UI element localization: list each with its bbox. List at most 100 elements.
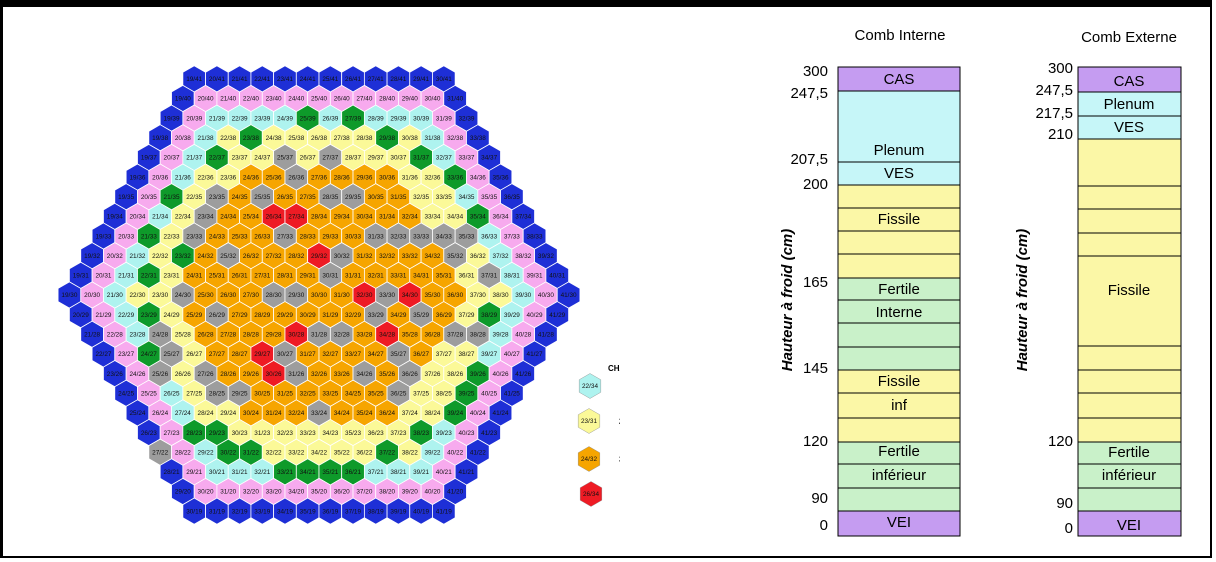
assembly-label: 23/26 bbox=[107, 371, 123, 378]
assembly-label: 32/27 bbox=[322, 351, 338, 358]
assembly-label: 33/30 bbox=[379, 292, 395, 299]
assembly-label: 35/27 bbox=[390, 351, 406, 358]
axial-zone-band bbox=[838, 278, 960, 370]
assembly-label: 27/32 bbox=[266, 253, 282, 260]
interne-zone-label: Fertile bbox=[878, 281, 920, 298]
assembly-label: 38/29 bbox=[481, 312, 497, 319]
assembly-label: 37/23 bbox=[390, 430, 406, 437]
assembly-label: 30/25 bbox=[254, 390, 270, 397]
interne-tick: 207,5 bbox=[790, 151, 828, 168]
assembly-label: 40/23 bbox=[458, 430, 474, 437]
interne-tick: 120 bbox=[803, 433, 828, 450]
legend-code: 24/32 bbox=[581, 456, 597, 463]
assembly-label: 39/29 bbox=[504, 312, 520, 319]
assembly-label: 30/31 bbox=[322, 273, 338, 280]
assembly-label: 23/28 bbox=[129, 332, 145, 339]
assembly-label: 32/38 bbox=[447, 135, 463, 142]
assembly-label: 41/23 bbox=[481, 430, 497, 437]
assembly-label: 33/26 bbox=[334, 371, 350, 378]
assembly-label: 33/27 bbox=[345, 351, 361, 358]
assembly-label: 31/25 bbox=[277, 390, 293, 397]
assembly-label: 39/32 bbox=[538, 253, 554, 260]
assembly-label: 30/20 bbox=[198, 489, 214, 496]
assembly-label: 20/38 bbox=[175, 135, 191, 142]
assembly-label: 34/22 bbox=[311, 449, 327, 456]
assembly-label: 33/32 bbox=[402, 253, 418, 260]
assembly-label: 29/28 bbox=[266, 332, 282, 339]
assembly-label: 19/38 bbox=[152, 135, 168, 142]
assembly-label: 37/20 bbox=[356, 489, 372, 496]
assembly-label: 35/21 bbox=[322, 469, 338, 476]
assembly-label: 24/38 bbox=[266, 135, 282, 142]
externe-tick: 300 bbox=[1048, 60, 1073, 77]
assembly-label: 22/28 bbox=[107, 332, 123, 339]
assembly-label: 32/37 bbox=[436, 155, 452, 162]
assembly-label: 37/33 bbox=[504, 233, 520, 240]
assembly-label: 32/31 bbox=[368, 273, 384, 280]
assembly-label: 27/41 bbox=[368, 76, 384, 83]
assembly-label: 22/27 bbox=[95, 351, 111, 358]
assembly-label: 19/41 bbox=[186, 76, 202, 83]
assembly-label: 28/38 bbox=[356, 135, 372, 142]
assembly-label: 28/40 bbox=[379, 96, 395, 103]
assembly-label: 29/25 bbox=[232, 390, 248, 397]
interne-tick: 300 bbox=[803, 63, 828, 80]
assembly-label: 34/33 bbox=[436, 233, 452, 240]
assembly-label: 29/21 bbox=[186, 469, 202, 476]
assembly-label: 34/32 bbox=[424, 253, 440, 260]
assembly-label: 41/19 bbox=[436, 508, 452, 515]
assembly-label: 21/34 bbox=[152, 214, 168, 221]
assembly-label: 27/24 bbox=[175, 410, 191, 417]
assembly-label: 37/31 bbox=[481, 273, 497, 280]
assembly-label: 22/29 bbox=[118, 312, 134, 319]
assembly-label: 21/40 bbox=[220, 96, 236, 103]
assembly-label: 25/34 bbox=[243, 214, 259, 221]
assembly-label: 36/27 bbox=[413, 351, 429, 358]
assembly-label: 25/27 bbox=[164, 351, 180, 358]
assembly-label: 35/28 bbox=[402, 332, 418, 339]
assembly-label: 31/28 bbox=[311, 332, 327, 339]
assembly-label: 35/30 bbox=[424, 292, 440, 299]
assembly-label: 40/19 bbox=[413, 508, 429, 515]
assembly-label: 21/39 bbox=[209, 115, 225, 122]
assembly-label: 26/29 bbox=[209, 312, 225, 319]
assembly-label: 22/33 bbox=[164, 233, 180, 240]
assembly-label: 38/22 bbox=[402, 449, 418, 456]
assembly-label: 26/28 bbox=[198, 332, 214, 339]
assembly-label: 38/30 bbox=[493, 292, 509, 299]
assembly-label: 24/34 bbox=[220, 214, 236, 221]
assembly-label: 29/35 bbox=[345, 194, 361, 201]
axial-column bbox=[837, 66, 961, 537]
assembly-label: 30/23 bbox=[232, 430, 248, 437]
interne-tick: 0 bbox=[820, 517, 828, 534]
assembly-label: 32/30 bbox=[356, 292, 372, 299]
legend-swatch bbox=[578, 373, 602, 399]
assembly-label: 25/31 bbox=[209, 273, 225, 280]
assembly-label: 30/24 bbox=[243, 410, 259, 417]
assembly-label: 29/40 bbox=[402, 96, 418, 103]
core-map: 19/41 20/41 21/41 22/41 23/41 24/41 25/41 26/41… bbox=[57, 65, 620, 525]
interne-zone-label: CAS bbox=[884, 71, 915, 88]
assembly-label: 36/32 bbox=[470, 253, 486, 260]
assembly-label: 26/40 bbox=[334, 96, 350, 103]
assembly-label: 24/32 bbox=[198, 253, 214, 260]
assembly-label: 38/27 bbox=[458, 351, 474, 358]
assembly-label: 31/35 bbox=[390, 194, 406, 201]
assembly-label: 38/24 bbox=[424, 410, 440, 417]
assembly-label: 22/37 bbox=[209, 155, 225, 162]
assembly-label: 20/31 bbox=[95, 273, 111, 280]
assembly-label: 31/20 bbox=[220, 489, 236, 496]
assembly-label: 28/24 bbox=[198, 410, 214, 417]
assembly-label: 26/30 bbox=[220, 292, 236, 299]
assembly-label: 40/25 bbox=[481, 390, 497, 397]
assembly-label: 28/25 bbox=[209, 390, 225, 397]
assembly-label: 35/36 bbox=[493, 174, 509, 181]
assembly-label: 28/39 bbox=[368, 115, 384, 122]
assembly-label: 32/19 bbox=[232, 508, 248, 515]
assembly-label: 37/26 bbox=[424, 371, 440, 378]
assembly-label: 28/23 bbox=[186, 430, 202, 437]
assembly-label: 23/41 bbox=[277, 76, 293, 83]
assembly-label: 25/24 bbox=[129, 410, 145, 417]
assembly-label: 41/21 bbox=[458, 469, 474, 476]
assembly-label: 23/34 bbox=[198, 214, 214, 221]
